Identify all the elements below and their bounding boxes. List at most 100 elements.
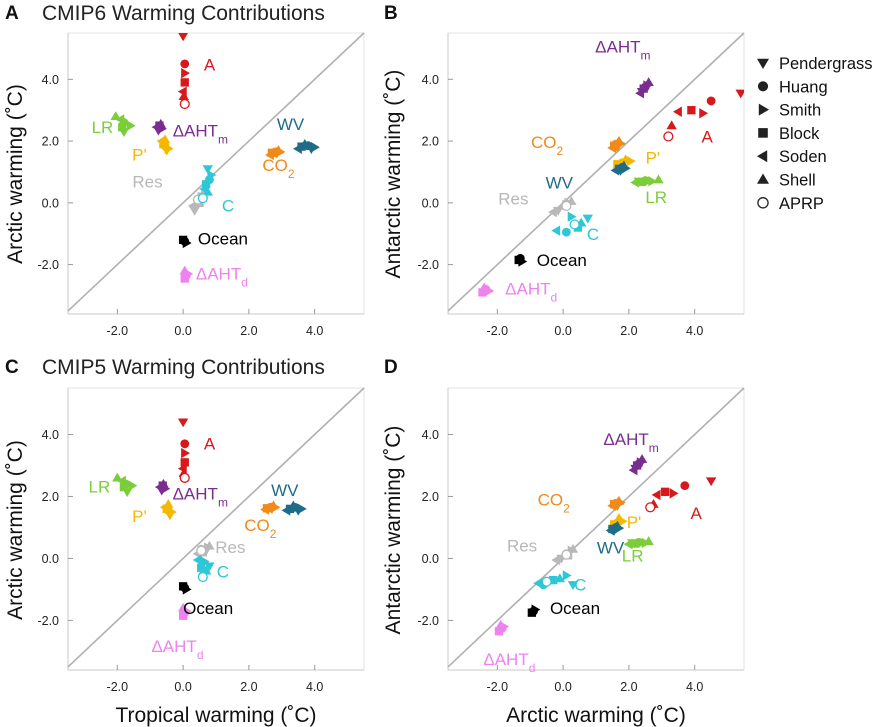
panel-c-point-co2-shell (268, 500, 279, 510)
panel-a-label-a: A (204, 55, 216, 74)
panel-c-markers (112, 418, 307, 620)
panel-b-y-tick-label: 0.0 (422, 196, 439, 210)
panel-a: A CMIP6 Warming Contributions Arctic war… (4, 2, 325, 264)
panel-b-ylabel: Antarctic warming (˚C) (382, 70, 405, 279)
panel-b-x-tick-label: -2.0 (487, 324, 509, 338)
panel-a-title: CMIP6 Warming Contributions (42, 2, 325, 25)
panel-d-point-co2-shell (613, 495, 625, 505)
panel-d-label-wv: WV (597, 538, 625, 557)
panel-c-point-a-block (180, 458, 189, 467)
panel-d-point-a-pendergrass (705, 477, 717, 487)
panel-a-point-c-block (201, 180, 211, 189)
panel-a-point-a-shell (178, 91, 189, 100)
panel-d-point-c-aprp (541, 576, 552, 587)
panel-b-label-ocean: Ocean (537, 251, 587, 270)
panel-d-y-tick-label: 2.0 (422, 490, 439, 504)
panel-c-point-a-pendergrass (177, 418, 189, 428)
panel-a-point-ocean-smith (182, 237, 192, 249)
panel-c-point-lr-shell (112, 472, 123, 482)
panel-letter-c: C (5, 357, 19, 378)
legend-label-shell: Shell (779, 172, 816, 190)
legend-label-pendergrass: Pendergrass (779, 55, 873, 73)
panel-b-label-lr: LR (645, 188, 667, 207)
legend-marker-aprp (757, 197, 769, 209)
panel-c-plot: -2.0 0.0 2.0 4.0 -2.0 0.0 2.0 4.0 A ΔAHTm LR P' WV CO… (37, 387, 365, 694)
panel-b-point-c-pendergrass (582, 214, 593, 224)
panel-b-label-dahtd: ΔAHTd (505, 280, 557, 305)
panel-b-point-p-block (613, 160, 622, 169)
panel-d-label-dahtm: ΔAHTm (603, 430, 658, 455)
panel-a-point-c-pendergrass (202, 165, 213, 175)
panel-a-y-tick-label: -2.0 (37, 258, 59, 272)
panel-a-label-co2: CO2 (262, 156, 295, 181)
panel-c-label-c: C (217, 563, 229, 582)
panel-c-point-c-block (197, 563, 206, 572)
panel-b-point-a-smith (699, 108, 709, 119)
panel-a-point-p-shell (159, 134, 171, 144)
panel-a-point-dahtm-shell (155, 118, 166, 128)
panel-d-label-res: Res (507, 536, 537, 555)
panel-c-point-dahtm-shell (158, 478, 169, 488)
legend: Pendergrass Huang Smith Block Soden Shell APRP (757, 55, 873, 213)
panel-b-point-ocean-smith (518, 256, 528, 267)
panel-a-one-to-one-line (67, 32, 365, 312)
panel-a-markers (110, 33, 320, 283)
panel-a-point-wv-soden (293, 143, 302, 154)
panel-b-label-dahtm: ΔAHTm (595, 38, 650, 63)
panel-a-point-a-pendergrass (178, 33, 188, 42)
panel-b-markers (478, 77, 744, 297)
panel-c-point-wv-soden (281, 505, 291, 516)
panel-d-point-a-block (660, 487, 670, 496)
plot-layer: -2.0 0.0 2.0 4.0-2.00.02.04.0AΔAHTmLRP'WVCO… (37, 32, 745, 694)
panel-c-x-tick-label: 0.0 (174, 680, 191, 694)
panel-a-point-a-aprp (179, 98, 190, 110)
panel-a-x-tick-label: -2.0 (107, 324, 129, 338)
legend-label-smith: Smith (779, 102, 821, 120)
legend-label-soden: Soden (779, 148, 827, 166)
panel-d-point-lr-shell (643, 536, 654, 546)
panel-d-x-tick-label: 4.0 (686, 680, 703, 694)
panel-c-point-a-huang (180, 439, 190, 449)
panel-b-point-a-pendergrass (735, 89, 744, 99)
panel-d-point-a-aprp (645, 502, 656, 513)
legend-marker-shell (757, 173, 769, 184)
panel-b-label-co2: CO2 (531, 133, 564, 158)
panel-a-x-tick-label: 0.0 (174, 324, 191, 338)
panel-c-label-a: A (204, 435, 216, 454)
panel-b-point-dahtd-block (478, 288, 487, 297)
panel-a-label-lr: LR (92, 118, 114, 137)
panel-c-ylabel: Arctic warming (˚C) (4, 440, 27, 620)
panel-b-point-lr-smith (648, 176, 658, 187)
panel-b-point-a-shell (666, 120, 677, 130)
panel-c-point-res-shell (204, 540, 215, 550)
panel-c-x-tick-label: 2.0 (240, 680, 257, 694)
panel-d-point-c-shell (554, 573, 566, 583)
panel-c-point-a-smith (181, 447, 190, 459)
panel-d-point-res-soden (551, 554, 561, 566)
panel-c-label-p: P' (132, 507, 147, 526)
panel-d-point-wv-shell (612, 520, 623, 530)
panel-b-point-c-soden (551, 225, 561, 236)
panel-c-point-p-shell (163, 499, 174, 508)
panel-d-x-tick-label: 2.0 (620, 680, 637, 694)
panel-b-point-co2-soden (607, 142, 617, 154)
panel-a-y-tick-label: 4.0 (42, 73, 59, 87)
panel-d-x-tick-label: 0.0 (554, 680, 571, 694)
panel-b-label-wv: WV (546, 174, 574, 193)
panel-c-x-tick-label: -2.0 (107, 680, 129, 694)
panel-a-x-tick-label: 2.0 (240, 324, 257, 338)
panel-b: B Antarctic warming (˚C) (382, 3, 405, 278)
legend-label-block: Block (779, 125, 820, 143)
panel-b-x-tick-label: 0.0 (554, 324, 571, 338)
panel-c-point-c-pendergrass (204, 562, 215, 572)
panel-b-point-res-aprp (561, 200, 572, 211)
panel-b-label-p: P' (646, 148, 661, 167)
panel-c-label-res: Res (215, 538, 245, 557)
panel-d-label-p: P' (627, 513, 642, 532)
panel-d-point-c-soden (533, 578, 543, 589)
panel-b-point-lr-block (637, 177, 647, 186)
panel-b-point-c-smith (567, 211, 577, 222)
panel-d-point-res-shell (567, 543, 579, 553)
panel-b-point-a-huang (706, 96, 716, 106)
